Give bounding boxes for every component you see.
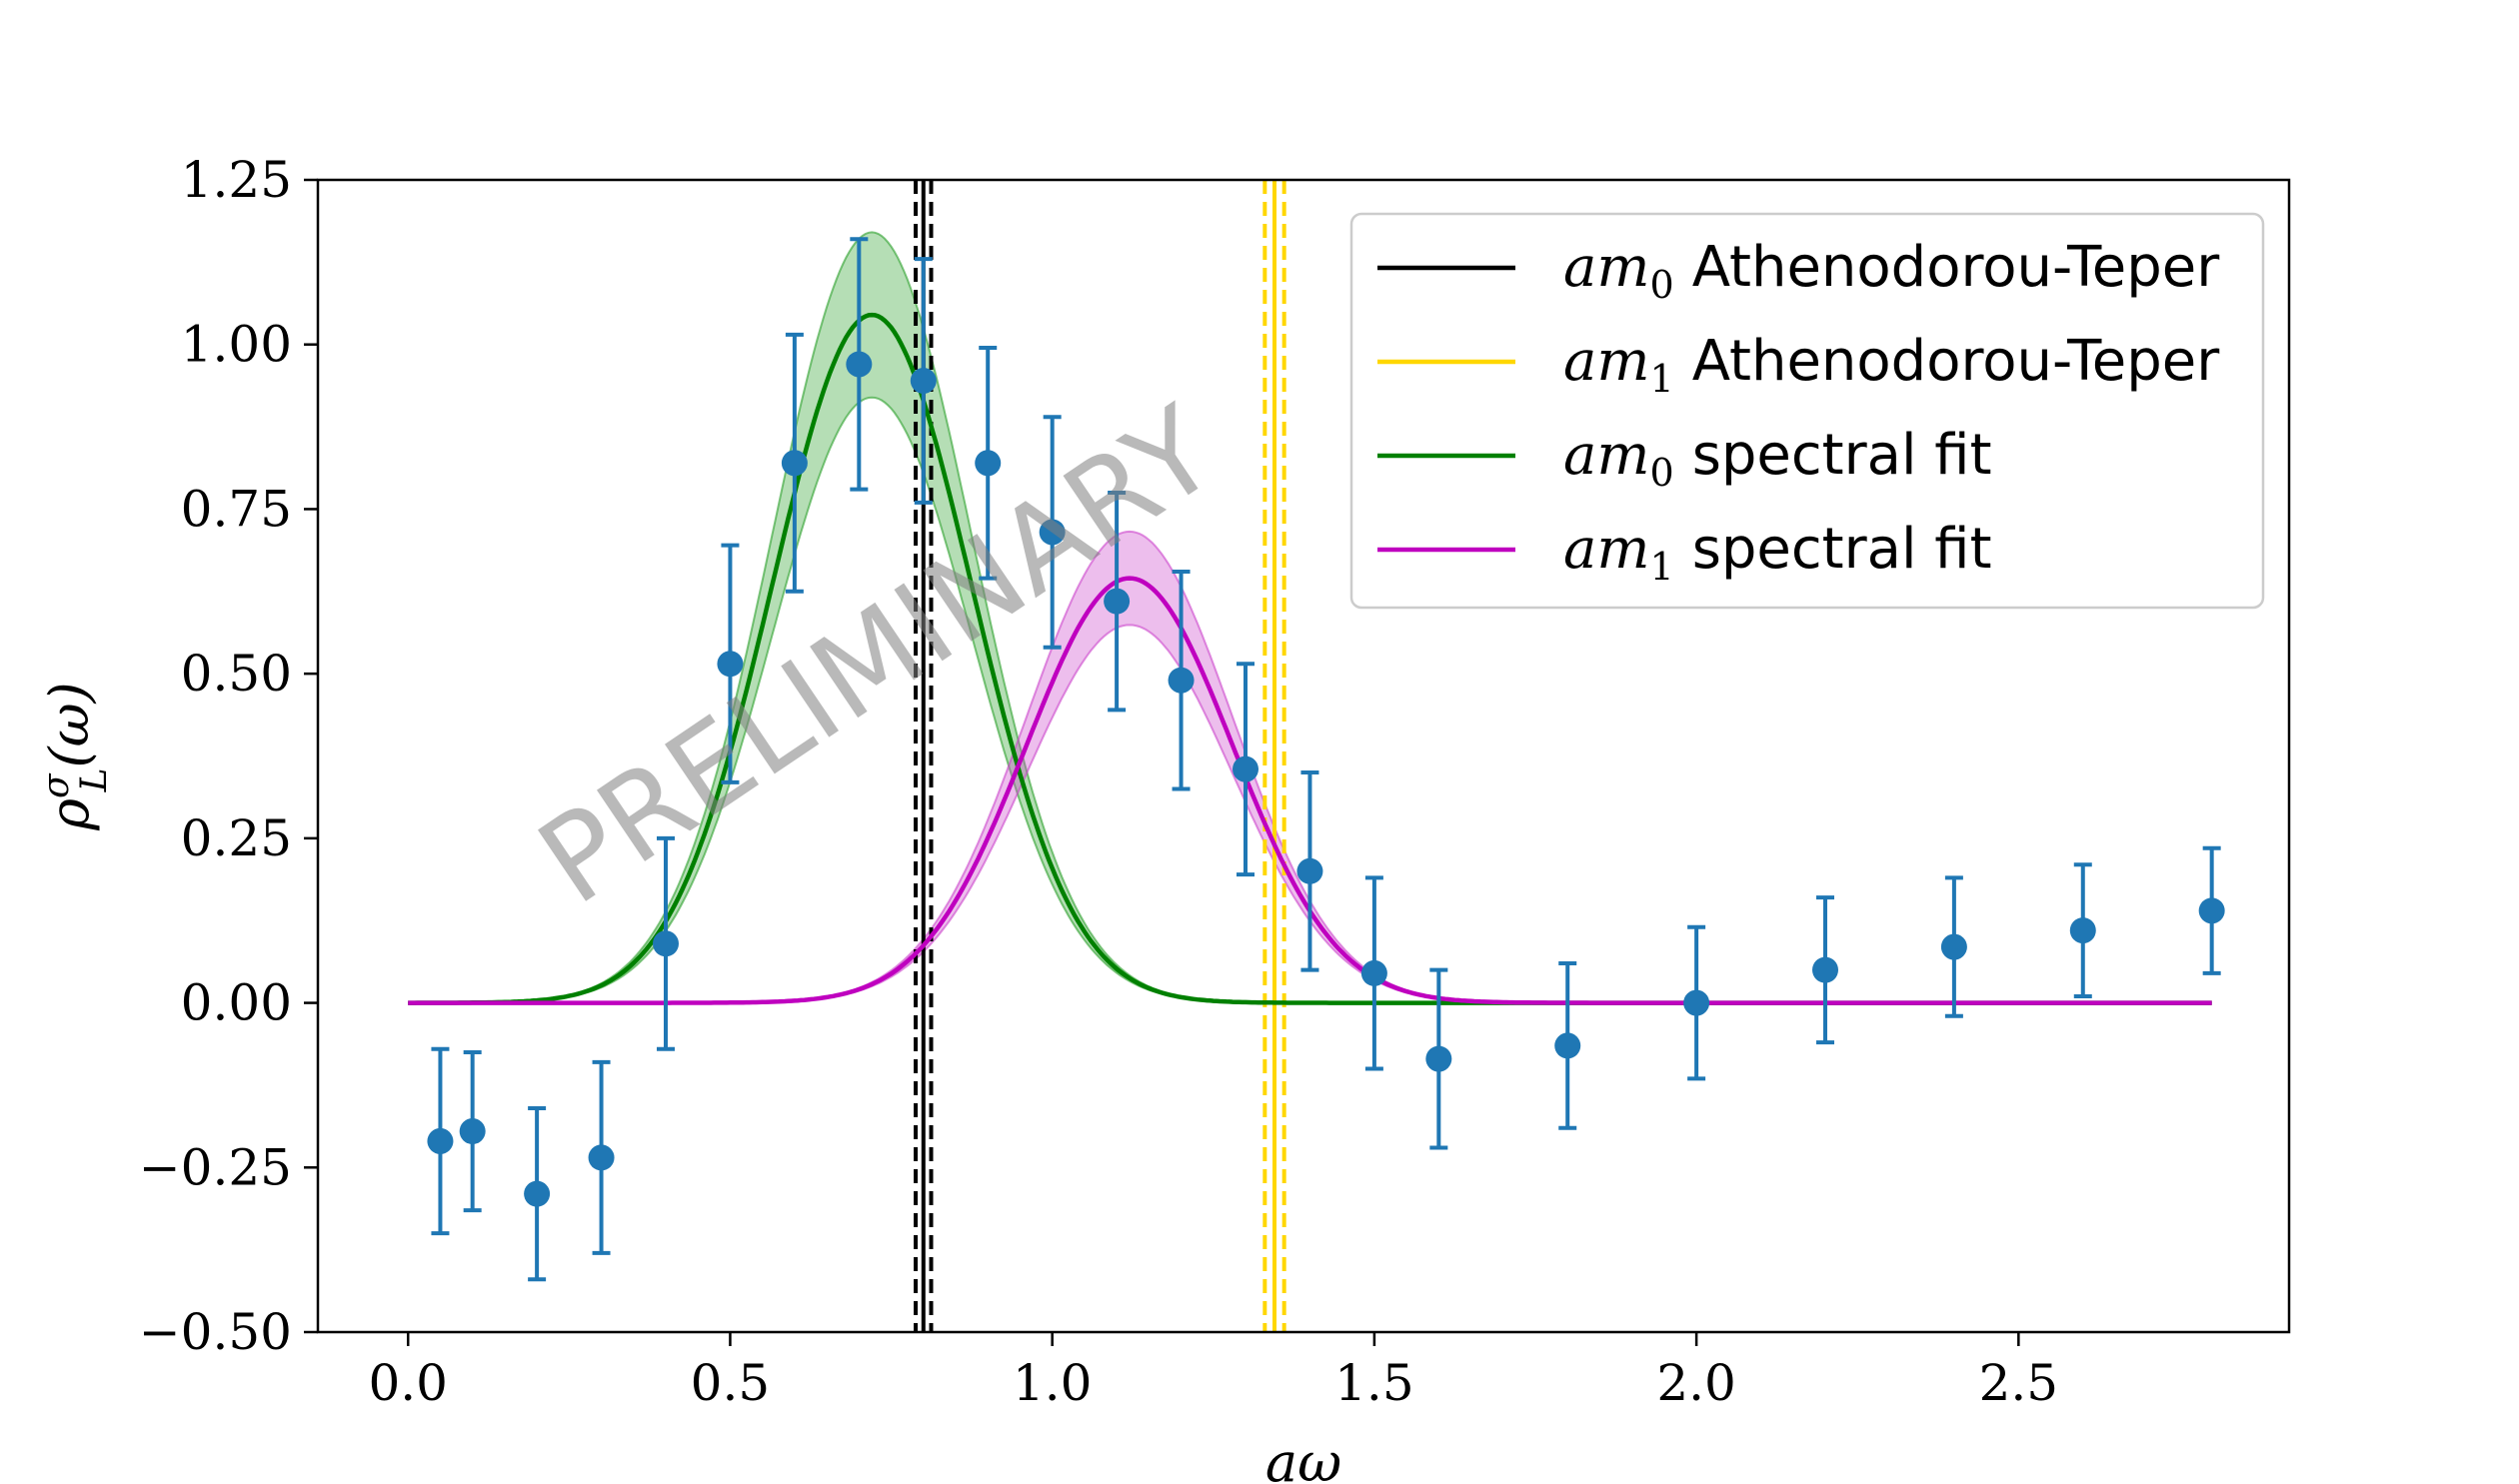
- marker: [1425, 1045, 1452, 1072]
- x-tick-label-1: 0.5: [691, 1354, 771, 1412]
- marker: [524, 1180, 551, 1207]
- data-point-16: [1425, 967, 1452, 1150]
- plot-clip-group: [408, 180, 2225, 1332]
- marker: [1940, 933, 1967, 960]
- marker: [1812, 956, 1838, 983]
- legend-box: [1349, 212, 2265, 610]
- x-tick-label-0: 0.0: [368, 1354, 448, 1412]
- y-tick-label-4: 0.50: [181, 645, 292, 703]
- legend-math: am: [1563, 235, 1650, 300]
- data-point-8: [910, 257, 937, 505]
- y-tick-label-3: 0.25: [181, 809, 292, 867]
- data-point-14: [1296, 769, 1323, 972]
- legend-text: spectral fit: [1692, 423, 1992, 488]
- data-point-6: [781, 332, 808, 594]
- legend-text: Athenodorou-Teper: [1692, 235, 2221, 300]
- y-label-base: ρ: [38, 798, 101, 831]
- y-tick-label-5: 0.75: [181, 480, 292, 538]
- x-tick-label-4: 2.0: [1656, 1354, 1736, 1412]
- data-point-12: [1168, 570, 1195, 791]
- legend-label-3: am1 spectral fit: [1563, 517, 1992, 589]
- marker: [427, 1127, 454, 1154]
- y-tick-label-1: −0.25: [139, 1138, 292, 1196]
- marker: [1296, 857, 1323, 884]
- data-point-10: [1039, 415, 1066, 650]
- axes-frame: [316, 178, 2291, 1334]
- legend-entry-3: am1 spectral fit: [1377, 517, 1992, 589]
- y-tick-label-2: 0.00: [181, 974, 292, 1032]
- legend-math: am: [1563, 423, 1650, 488]
- x-tick-label-2: 1.0: [1013, 1354, 1093, 1412]
- legend-sub: 0: [1650, 451, 1674, 495]
- legend-sub: 1: [1650, 545, 1674, 589]
- x-tick-label-5: 2.5: [1979, 1354, 2059, 1412]
- marker: [1360, 959, 1387, 986]
- y-label-sub: L: [74, 767, 115, 792]
- marker: [1233, 755, 1259, 782]
- fit-band-0: [408, 231, 2212, 1004]
- data-point-2: [524, 1105, 551, 1282]
- legend-label-2: am0 spectral fit: [1563, 423, 1992, 495]
- legend-math: am: [1563, 329, 1650, 394]
- legend-text: Athenodorou-Teper: [1692, 329, 2221, 394]
- data-point-13: [1233, 662, 1259, 877]
- data-point-19: [1812, 895, 1838, 1045]
- x-tick-label-3: 1.5: [1334, 1354, 1414, 1412]
- legend-text: spectral fit: [1692, 517, 1992, 582]
- legend-label-1: am1 Athenodorou-Teper: [1563, 329, 2220, 401]
- marker: [588, 1144, 615, 1171]
- marker: [846, 351, 873, 378]
- data-point-22: [2198, 845, 2225, 975]
- data-point-21: [2069, 862, 2096, 998]
- marker: [1168, 667, 1195, 694]
- data-point-4: [653, 835, 679, 1051]
- marker: [781, 450, 808, 477]
- marker: [1683, 989, 1710, 1016]
- y-label-tail: (ω): [38, 682, 101, 767]
- plot-area: [408, 180, 2225, 1332]
- data-point-3: [588, 1059, 615, 1255]
- marker: [1554, 1032, 1581, 1059]
- y-tick-label-7: 1.25: [181, 151, 292, 209]
- data-point-18: [1683, 924, 1710, 1081]
- data-point-1: [459, 1049, 486, 1213]
- marker: [975, 450, 1002, 477]
- data-point-20: [1940, 875, 1967, 1018]
- y-tick-label-0: −0.50: [139, 1303, 292, 1361]
- marker: [910, 367, 937, 394]
- data-point-7: [846, 237, 873, 492]
- legend-math: am: [1563, 517, 1650, 582]
- marker: [2069, 917, 2096, 944]
- marker: [459, 1118, 486, 1145]
- legend-sub: 0: [1650, 263, 1674, 307]
- legend-entry-2: am0 spectral fit: [1377, 423, 1992, 495]
- data-point-15: [1360, 875, 1387, 1071]
- legend-entry-0: am0 Athenodorou-Teper: [1377, 235, 2220, 307]
- legend-sub: 1: [1650, 357, 1674, 401]
- marker: [1104, 588, 1131, 615]
- data-point-5: [717, 543, 744, 784]
- legend-entry-1: am1 Athenodorou-Teper: [1377, 329, 2220, 401]
- axes: 0.0 0.5 1.0 1.5 2.0 2.5 −0.50 −0.25 0.00 0.25 0.50…: [139, 151, 2291, 1412]
- data-point-9: [975, 346, 1002, 581]
- legend-label-0: am0 Athenodorou-Teper: [1563, 235, 2220, 307]
- marker: [717, 651, 744, 678]
- marker: [1039, 519, 1066, 546]
- data-point-17: [1554, 961, 1581, 1130]
- marker: [2198, 897, 2225, 924]
- y-tick-label-6: 1.00: [181, 316, 292, 374]
- y-label-sup: σ: [36, 772, 77, 798]
- marker: [653, 930, 679, 957]
- y-axis-label: ρσL(ω): [36, 682, 115, 830]
- data-point-0: [427, 1046, 454, 1236]
- x-axis-label: aω: [1265, 1431, 1341, 1484]
- data-point-11: [1104, 490, 1131, 713]
